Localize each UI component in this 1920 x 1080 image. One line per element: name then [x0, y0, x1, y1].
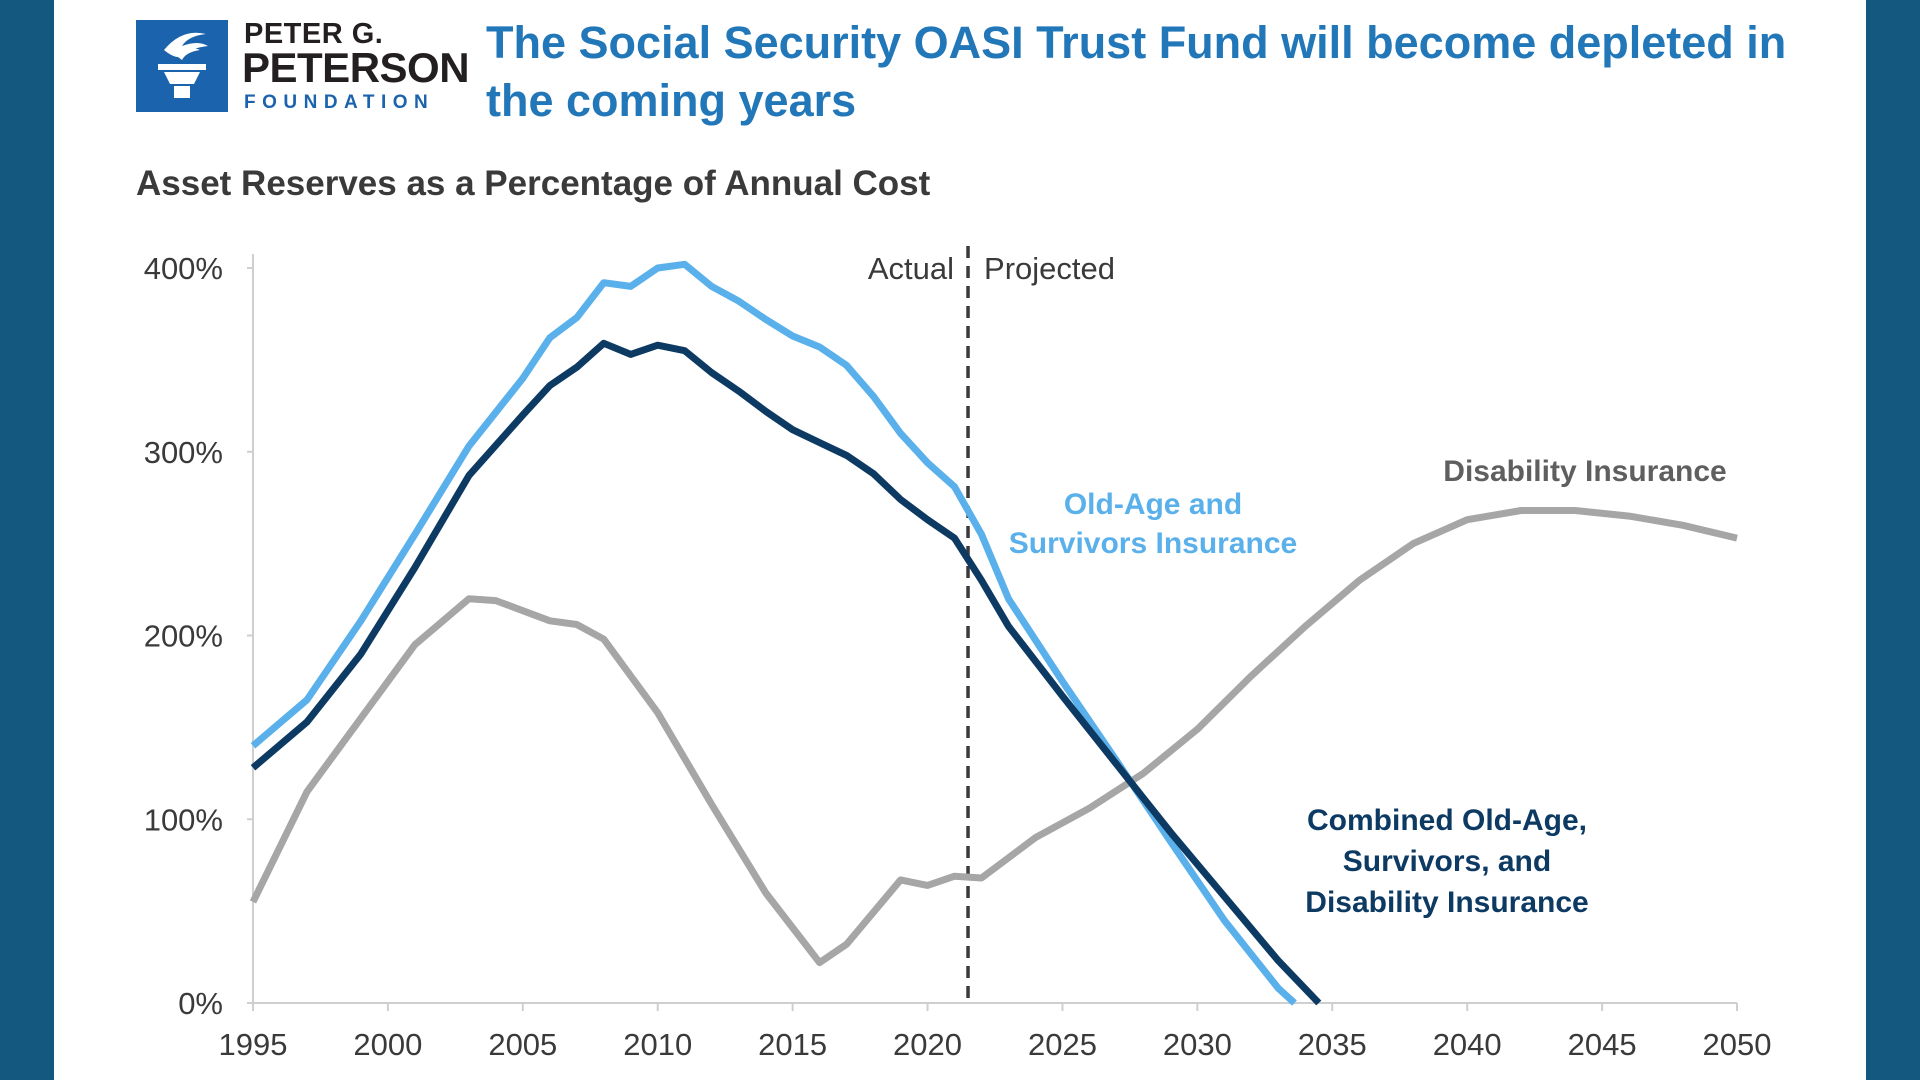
x-tick-label: 2050	[1703, 1027, 1772, 1062]
x-tick-label: 2000	[353, 1027, 422, 1062]
series-label-oasi: Old-Age and	[1064, 488, 1242, 521]
y-tick-label: 200%	[144, 619, 223, 654]
x-tick-label: 2040	[1433, 1027, 1502, 1062]
y-tick-label: 100%	[144, 802, 223, 837]
y-tick-label: 0%	[178, 986, 223, 1021]
x-tick-label: 2010	[623, 1027, 692, 1062]
slide-title: The Social Security OASI Trust Fund will…	[486, 17, 1787, 126]
logo-text-line3: FOUNDATION	[244, 92, 435, 113]
series-label-combined: Combined Old-Age,	[1307, 804, 1587, 837]
actual-label: Actual	[868, 251, 954, 286]
series-label-combined: Disability Insurance	[1305, 886, 1588, 919]
series-line-di	[249, 507, 1738, 967]
x-tick-label: 2005	[488, 1027, 557, 1062]
y-tick-label: 300%	[144, 435, 223, 470]
y-tick-label: 400%	[144, 251, 223, 286]
series-line-oasi	[250, 260, 1297, 1006]
chart-title: Asset Reserves as a Percentage of Annual…	[136, 164, 931, 203]
series-label-oasi: Survivors Insurance	[1009, 527, 1297, 560]
x-tick-label: 2015	[758, 1027, 827, 1062]
series-label-di: Disability Insurance	[1443, 455, 1726, 488]
x-tick-label: 2045	[1568, 1027, 1637, 1062]
x-tick-label: 2020	[893, 1027, 962, 1062]
torch-icon	[136, 20, 228, 112]
x-tick-label: 2030	[1163, 1027, 1232, 1062]
x-tick-label: 2035	[1298, 1027, 1367, 1062]
projected-label: Projected	[984, 251, 1115, 286]
logo-text-line2: PETERSON	[242, 44, 470, 91]
series-line-combined	[250, 339, 1322, 1006]
x-tick-label: 1995	[219, 1027, 288, 1062]
series-label-combined: Survivors, and	[1343, 845, 1551, 878]
peterson-logo: PETER G. PETERSON FOUNDATION	[136, 18, 470, 114]
x-tick-label: 2025	[1028, 1027, 1097, 1062]
slide	[54, 0, 1866, 1080]
logo-text-line1: PETER G.	[244, 18, 384, 50]
